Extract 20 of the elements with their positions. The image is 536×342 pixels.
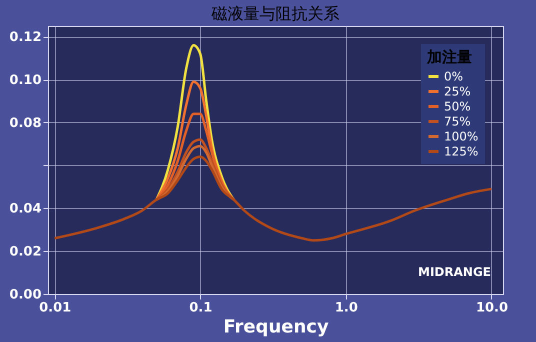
y-tick-label: 0.10 [9,73,42,88]
y-tick-label: 0.04 [9,202,42,217]
y-tick-label: 0.00 [9,288,42,302]
legend-label: 75% [444,114,471,128]
legend-label: 0% [444,70,464,84]
y-tick-label: 0.12 [9,30,42,46]
legend-title: 加注量 [426,48,472,66]
x-tick-label: 0.01 [39,300,72,316]
y-tick-label: 0.08 [9,116,42,131]
chart-title: 磁液量与阻抗关系 [210,4,340,23]
x-tick-label: 10.0 [476,300,508,316]
annotation: MIDRANGE [418,265,491,279]
legend-label: 100% [444,130,478,144]
x-tick-label: 0.1 [189,300,212,316]
y-tick-label: 0.02 [9,244,42,260]
x-axis-title: Frequency [223,316,329,338]
legend-label: 50% [444,100,471,114]
legend-label: 125% [444,144,478,158]
x-tick-label: 1.0 [334,300,358,316]
legend-label: 25% [444,84,471,98]
